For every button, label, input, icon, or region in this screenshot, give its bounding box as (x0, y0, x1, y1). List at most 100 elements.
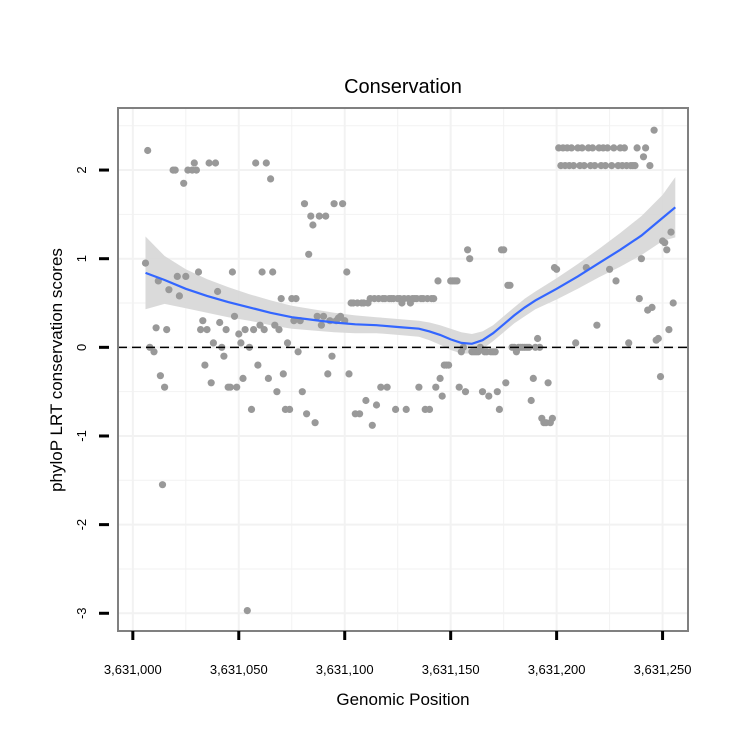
data-point (207, 379, 215, 387)
data-point (434, 277, 442, 285)
data-point (476, 343, 484, 351)
y-tick-label: -1 (74, 430, 89, 442)
data-point (425, 405, 434, 413)
data-point (612, 277, 620, 285)
y-tick-label: -2 (74, 519, 89, 531)
data-point (264, 374, 272, 382)
data-point (252, 159, 260, 167)
data-point (478, 388, 487, 396)
x-axis-title: Genomic Position (336, 690, 469, 709)
data-point (502, 379, 510, 387)
data-point (144, 146, 152, 155)
data-point (311, 419, 319, 427)
data-point (277, 295, 285, 303)
data-point (307, 212, 315, 220)
data-point (345, 370, 353, 378)
y-tick-label: -3 (74, 607, 89, 619)
data-point (197, 326, 205, 334)
data-point (235, 330, 243, 338)
data-point (220, 352, 228, 360)
data-point (356, 410, 364, 418)
data-point (319, 312, 328, 320)
data-point (553, 265, 561, 273)
data-point (300, 200, 309, 208)
data-point (262, 159, 270, 167)
data-point (606, 265, 614, 273)
plot-border (117, 107, 689, 632)
data-point (171, 166, 179, 174)
data-point (163, 326, 171, 334)
data-point (466, 255, 474, 263)
data-point (601, 162, 610, 170)
data-point (150, 348, 158, 356)
data-point (637, 255, 646, 263)
data-point (639, 153, 648, 161)
data-point (527, 396, 535, 405)
data-point (339, 200, 347, 208)
data-point (158, 481, 167, 489)
data-point (275, 326, 283, 334)
data-point (322, 212, 330, 220)
data-point (228, 268, 236, 276)
data-point (241, 326, 249, 334)
data-point (491, 348, 499, 356)
data-point (459, 343, 467, 351)
data-point (194, 268, 203, 276)
data-point (279, 370, 287, 378)
data-point (182, 272, 190, 280)
data-point (290, 317, 298, 325)
smooth-trend-line (145, 206, 677, 345)
data-point (506, 281, 514, 289)
data-point (500, 246, 508, 254)
data-point (214, 287, 222, 296)
x-tick-label: 3,631,050 (210, 662, 268, 677)
data-point (572, 339, 580, 347)
data-point (317, 321, 325, 329)
data-point (141, 259, 150, 267)
data-point (580, 162, 588, 170)
data-point (298, 388, 306, 396)
data-point (377, 383, 385, 391)
data-point (529, 374, 537, 382)
data-points (141, 126, 677, 615)
data-point (324, 370, 332, 378)
data-point (205, 159, 213, 167)
data-point (175, 292, 183, 300)
data-point (656, 373, 665, 381)
data-point (165, 286, 173, 294)
data-point (548, 414, 557, 422)
x-tick-label: 3,631,150 (422, 662, 480, 677)
data-point (608, 162, 616, 170)
data-point (267, 175, 275, 183)
data-point (646, 162, 654, 170)
data-point (570, 162, 578, 170)
data-point (578, 144, 586, 152)
data-point (667, 228, 675, 236)
data-point (180, 179, 188, 187)
y-tick-label: 2 (74, 166, 89, 173)
data-point (669, 299, 677, 307)
data-point (247, 405, 256, 413)
data-point (455, 383, 463, 391)
data-point (445, 361, 453, 369)
data-point (589, 144, 597, 152)
chart-title: Conservation (344, 76, 462, 98)
data-point (260, 326, 268, 334)
data-point (330, 200, 338, 208)
data-point (544, 379, 552, 387)
data-point (190, 159, 198, 167)
data-point (258, 268, 266, 276)
data-point (593, 321, 601, 329)
data-point (343, 268, 351, 276)
x-tick-label: 3,631,200 (528, 662, 586, 677)
data-point (620, 144, 629, 152)
x-tick-label: 3,631,250 (634, 662, 692, 677)
y-tick-label: 1 (74, 255, 89, 262)
data-point (303, 410, 311, 418)
data-point (250, 326, 258, 334)
data-point (661, 239, 669, 247)
data-point (216, 318, 224, 327)
data-point (665, 326, 673, 334)
y-axis-title: phyloP LRT conservation scores (47, 248, 66, 492)
